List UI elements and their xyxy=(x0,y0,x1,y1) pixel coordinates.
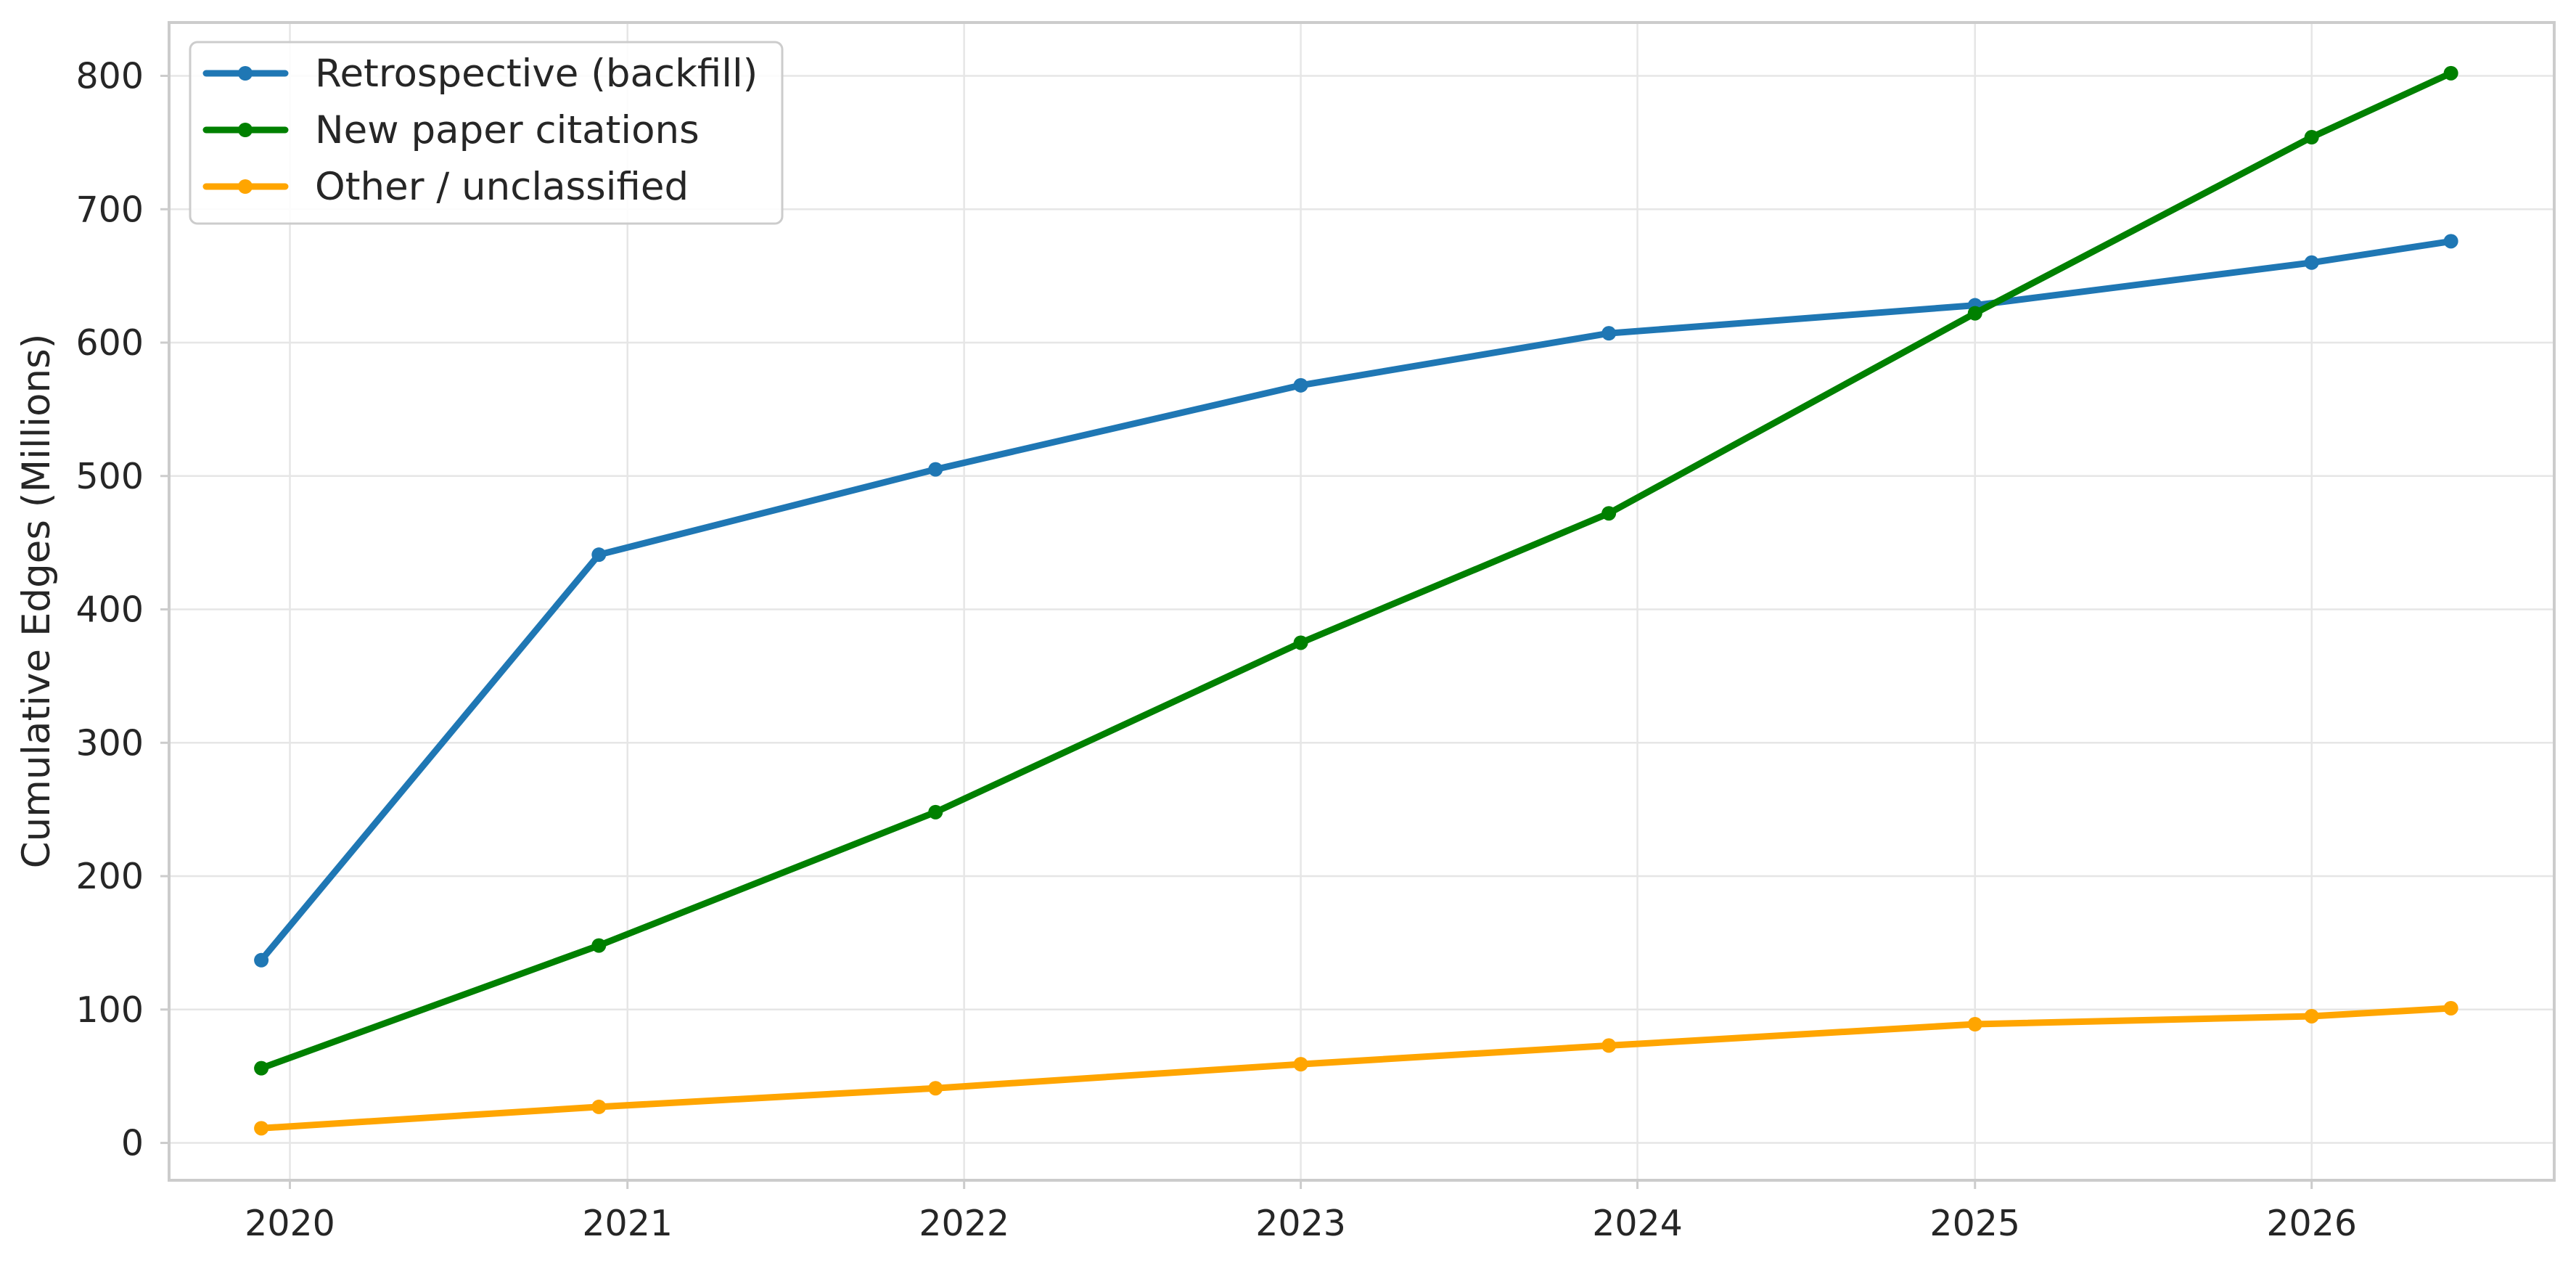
y-tick-label: 300 xyxy=(75,722,144,764)
y-tick-label: 800 xyxy=(75,56,144,97)
data-point xyxy=(2443,65,2458,81)
data-point xyxy=(1293,377,1308,393)
plot-frame xyxy=(168,21,2556,1182)
data-point xyxy=(928,1081,943,1096)
data-point xyxy=(928,462,943,477)
data-point xyxy=(2304,130,2319,145)
axis-ticks: 0 100 200 300 400 500 600 700 800 2020 2021 2022 202… xyxy=(75,56,2357,1244)
x-tick-label: 2022 xyxy=(919,1203,1009,1244)
series-group xyxy=(254,234,2458,968)
y-tick-label: 200 xyxy=(75,856,144,897)
y-tick-label: 500 xyxy=(75,456,144,497)
data-point xyxy=(254,952,269,968)
data-point xyxy=(591,938,607,953)
y-tick-label: 700 xyxy=(75,189,144,230)
data-point xyxy=(1293,635,1308,650)
legend-label: Retrospective (backfill) xyxy=(315,52,758,96)
legend-label: Other / unclassified xyxy=(315,165,689,209)
data-point xyxy=(1967,306,1982,321)
x-tick-label: 2025 xyxy=(1929,1203,2020,1244)
data-point xyxy=(1967,1017,1982,1032)
data-series xyxy=(254,65,2458,1136)
x-tick-label: 2023 xyxy=(1255,1203,1346,1244)
data-point xyxy=(1601,1038,1617,1053)
x-tick-label: 2026 xyxy=(2266,1203,2357,1244)
legend-swatch-marker xyxy=(238,123,253,137)
data-point xyxy=(591,1099,607,1114)
y-axis-label: Cumulative Edges (Millions) xyxy=(15,334,59,869)
data-point xyxy=(928,804,943,820)
series-line xyxy=(258,1005,2455,1132)
series-group xyxy=(254,65,2458,1076)
data-point xyxy=(1601,506,1617,521)
legend-swatch-marker xyxy=(238,66,253,81)
data-point xyxy=(2304,1008,2319,1023)
data-point xyxy=(2304,255,2319,270)
data-point xyxy=(591,547,607,563)
data-point xyxy=(254,1060,269,1076)
y-tick-label: 100 xyxy=(75,989,144,1031)
x-tick-label: 2020 xyxy=(245,1203,335,1244)
series-group xyxy=(254,1000,2458,1136)
legend: Retrospective (backfill) New paper citati… xyxy=(189,41,784,225)
series-line xyxy=(258,237,2455,964)
legend-label: New paper citations xyxy=(315,108,700,152)
y-tick-label: 600 xyxy=(75,322,144,364)
data-point xyxy=(1601,326,1617,341)
x-tick-label: 2021 xyxy=(582,1203,673,1244)
y-tick-label: 0 xyxy=(121,1123,144,1164)
y-tick-label: 400 xyxy=(75,589,144,631)
series-line xyxy=(258,70,2455,1072)
data-point xyxy=(1293,1057,1308,1072)
data-point xyxy=(2443,234,2458,249)
data-point xyxy=(254,1121,269,1136)
data-point xyxy=(2443,1000,2458,1015)
x-tick-label: 2024 xyxy=(1592,1203,1683,1244)
legend-swatch-marker xyxy=(238,179,253,194)
legend-box xyxy=(189,41,784,225)
